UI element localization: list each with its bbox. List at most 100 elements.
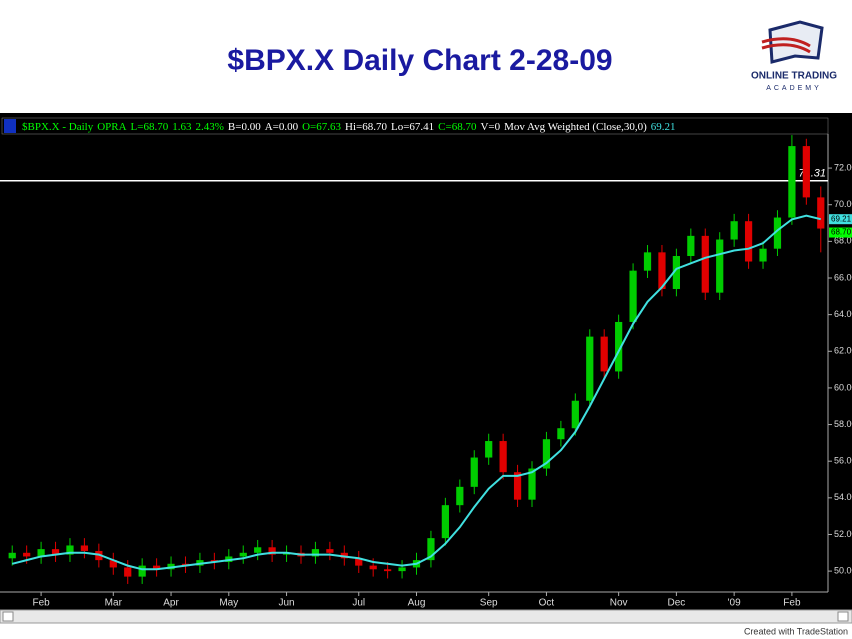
candle-body [730,221,738,240]
candle-body [66,545,74,555]
candle-body [441,505,449,539]
candle-body [542,439,551,469]
logo: ONLINE TRADING ACADEMY [751,20,837,92]
header-segment: $BPX.X - Daily [22,121,94,133]
x-tick-label: Feb [783,598,801,609]
header-segment: C=68.70 [438,121,477,133]
x-tick-label: May [219,598,238,609]
candle-body [398,567,406,572]
header-icon [4,119,16,133]
header-segment: 69.21 [651,121,676,133]
price-marker-label: 69.21 [831,214,852,223]
candle-body [557,428,565,440]
header-segment: O=67.63 [302,121,341,133]
header-segment: 1.63 [172,121,192,133]
y-tick-label: 58.00 [834,419,852,429]
candle-body [802,146,810,198]
scroll-left[interactable] [2,611,14,622]
candle-body [513,472,522,500]
candle-body [687,235,695,257]
candle-body [470,457,478,487]
header-segment: L=68.70 [131,121,169,133]
x-tick-label: '09 [728,598,741,609]
x-tick-label: Aug [408,598,426,609]
candle-body [629,270,637,322]
chart-background [0,113,852,623]
y-tick-label: 68.00 [834,236,852,246]
header-segment: OPRA [97,121,126,133]
y-tick-label: 64.00 [834,309,852,319]
candle-body [384,569,392,572]
candle-body [152,565,161,570]
candle-body [311,549,320,557]
x-tick-label: Dec [667,598,685,609]
scrollbar [0,609,852,624]
candle-body [51,549,60,555]
candle-body [571,400,579,429]
footer: Created with TradeStation [744,626,848,636]
candle-body [744,221,753,262]
y-tick-label: 62.00 [834,346,852,356]
candle-body [80,545,89,551]
logo-text: ACADEMY [766,85,822,92]
candle-body [658,252,666,289]
header-bar [1,117,829,135]
candle-body [268,547,276,555]
x-tick-label: Mar [105,598,123,609]
moving-average [11,214,822,571]
header-segment: Lo=67.41 [391,121,434,133]
candle-body [23,552,31,557]
x-tick-label: Jun [278,598,294,609]
y-tick-label: 54.00 [834,492,852,502]
candle-body [773,217,782,249]
candle-body [643,252,652,271]
x-tick-label: Nov [610,598,628,609]
x-tick-label: Oct [539,598,555,609]
y-tick-label: 52.00 [834,529,852,539]
price-marker-label: 68.70 [831,228,852,237]
candle-body [485,441,493,458]
header-segment: A=0.00 [265,121,299,133]
header-segment: Hi=68.70 [345,121,387,133]
candle-body [600,336,608,372]
scroll-right[interactable] [837,611,849,622]
header-segment: 2.43% [195,121,223,133]
candle-body [759,248,767,262]
y-tick-label: 50.00 [834,565,852,575]
candle-body [138,565,146,577]
candle-body [615,321,623,372]
candle-body [109,560,117,568]
candle-body [817,197,825,229]
candle-body [8,552,16,559]
y-tick-label: 60.00 [834,382,852,392]
x-tick-label: Feb [32,598,50,609]
logo-text: ONLINE TRADING [751,71,837,82]
candle-body [716,239,724,293]
y-tick-label: 66.00 [834,272,852,282]
candle-body [37,549,45,557]
header-segment: B=0.00 [228,121,261,133]
price-marker [829,227,852,238]
y-tick-label: 72.00 [834,162,852,172]
header-text: $BPX.X - Daily OPRA L=68.70 1.63 2.43% B=0.00… [22,121,676,133]
candle-body [239,552,247,557]
candle-body [586,336,594,401]
candle-body [701,235,709,293]
candle-body [499,441,507,473]
candle-body [326,549,334,553]
candle-body [124,567,132,577]
candle-body [355,558,363,566]
candle-body [369,565,377,570]
level-label: 71.31 [798,168,826,180]
x-tick-label: Sep [480,598,498,609]
header-segment: V=0 [480,121,500,133]
candle-body [254,547,262,553]
candle-body [456,486,464,506]
x-tick-label: Jul [352,598,365,609]
price-marker [829,214,852,225]
slide-title: $BPX.X Daily Chart 2-28-09 [227,44,612,77]
candle-body [672,256,681,289]
candle-body [427,538,435,561]
